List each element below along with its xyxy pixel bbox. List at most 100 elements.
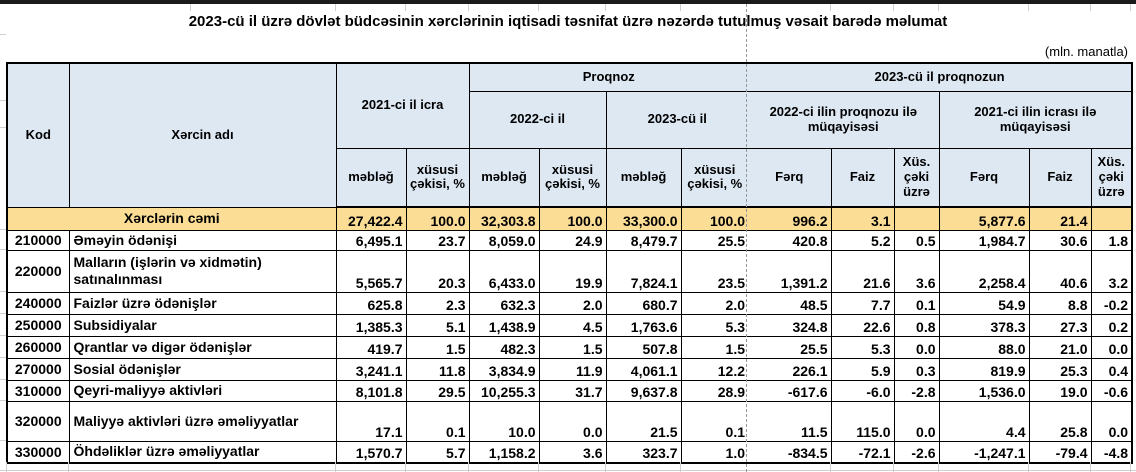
value-cell[interactable]: 1,158.2	[468, 440, 540, 464]
value-cell[interactable]: 2.0	[538, 291, 607, 315]
subheader-amount-2022[interactable]: məbləğ	[468, 147, 540, 208]
value-cell[interactable]: 7,824.1	[605, 249, 682, 293]
value-cell[interactable]: 0.1	[405, 400, 470, 442]
col-header-year-2023[interactable]: 2023-cü il	[605, 90, 749, 149]
value-cell[interactable]	[893, 206, 940, 231]
value-cell[interactable]: 21.0	[1028, 335, 1092, 359]
value-cell[interactable]: 1.0	[680, 440, 749, 464]
value-cell[interactable]: 33,300.0	[605, 206, 682, 231]
value-cell[interactable]: 1,385.3	[335, 313, 407, 337]
value-cell[interactable]: 3.6	[893, 249, 940, 293]
value-cell[interactable]: 1.5	[405, 335, 470, 359]
value-cell[interactable]: -72.1	[830, 440, 895, 464]
value-cell[interactable]: 625.8	[335, 291, 407, 315]
value-cell[interactable]: 8,479.7	[605, 229, 682, 251]
value-cell[interactable]	[1090, 206, 1133, 231]
value-cell[interactable]: 48.5	[748, 291, 832, 315]
subheader-share-2022[interactable]: xüsusi çəkisi, %	[538, 147, 607, 208]
name-cell[interactable]: Subsidiyalar	[68, 313, 337, 337]
value-cell[interactable]: 2.0	[680, 291, 749, 315]
value-cell[interactable]: 1,763.6	[605, 313, 682, 337]
value-cell[interactable]: 115.0	[830, 400, 895, 442]
value-cell[interactable]: 0.0	[538, 400, 607, 442]
value-cell[interactable]: 1,984.7	[938, 229, 1030, 251]
value-cell[interactable]: 23.7	[405, 229, 470, 251]
value-cell[interactable]: 6,433.0	[468, 249, 540, 293]
value-cell[interactable]: 17.1	[335, 400, 407, 442]
value-cell[interactable]: 2.3	[405, 291, 470, 315]
value-cell[interactable]: 507.8	[605, 335, 682, 359]
value-cell[interactable]: 100.0	[538, 206, 607, 231]
value-cell[interactable]: -0.6	[1090, 379, 1133, 402]
value-cell[interactable]: 1.5	[538, 335, 607, 359]
kod-cell[interactable]: 210000	[6, 229, 70, 251]
value-cell[interactable]: 100.0	[680, 206, 749, 231]
name-cell[interactable]: Faizlər üzrə ödənişlər	[68, 291, 337, 315]
value-cell[interactable]: 8,101.8	[335, 379, 407, 402]
value-cell[interactable]: 3.6	[538, 440, 607, 464]
name-cell[interactable]: Qeyri-maliyyə aktivləri	[68, 379, 337, 402]
value-cell[interactable]: 0.0	[1090, 335, 1133, 359]
col-header-proqnoz[interactable]: Proqnoz	[468, 62, 749, 92]
value-cell[interactable]: 27,422.4	[335, 206, 407, 231]
value-cell[interactable]: 5.3	[830, 335, 895, 359]
value-cell[interactable]: 19.9	[538, 249, 607, 293]
value-cell[interactable]: 19.0	[1028, 379, 1092, 402]
value-cell[interactable]: 0.0	[893, 400, 940, 442]
value-cell[interactable]: 20.3	[405, 249, 470, 293]
value-cell[interactable]: 5,877.6	[938, 206, 1030, 231]
value-cell[interactable]: 88.0	[938, 335, 1030, 359]
value-cell[interactable]: 12.2	[680, 357, 749, 381]
value-cell[interactable]: 324.8	[748, 313, 832, 337]
subheader-xus-ceki-2021[interactable]: Xüs. çəki üzrə	[1090, 147, 1133, 208]
value-cell[interactable]: 378.3	[938, 313, 1030, 337]
name-cell[interactable]: Sosial ödənişlər	[68, 357, 337, 381]
subheader-share-2021[interactable]: xüsusi çəkisi, %	[405, 147, 470, 208]
value-cell[interactable]: 0.1	[680, 400, 749, 442]
value-cell[interactable]: 632.3	[468, 291, 540, 315]
value-cell[interactable]: 54.9	[938, 291, 1030, 315]
value-cell[interactable]: 100.0	[405, 206, 470, 231]
value-cell[interactable]: 11.5	[748, 400, 832, 442]
value-cell[interactable]: 7.7	[830, 291, 895, 315]
name-cell[interactable]: Malların (işlərin və xidmətin) satınalın…	[68, 249, 337, 293]
value-cell[interactable]: 27.3	[1028, 313, 1092, 337]
value-cell[interactable]: 30.6	[1028, 229, 1092, 251]
kod-cell[interactable]: 330000	[6, 440, 70, 464]
value-cell[interactable]: 0.5	[893, 229, 940, 251]
value-cell[interactable]: 3,834.9	[468, 357, 540, 381]
col-header-cmp-2021[interactable]: 2021-ci ilin icrası ilə müqayisəsi	[938, 90, 1133, 149]
value-cell[interactable]: 29.5	[405, 379, 470, 402]
total-label-cell[interactable]: Xərclərin cəmi	[6, 206, 337, 231]
value-cell[interactable]: 323.7	[605, 440, 682, 464]
value-cell[interactable]: 23.5	[680, 249, 749, 293]
value-cell[interactable]: 21.6	[830, 249, 895, 293]
value-cell[interactable]: -6.0	[830, 379, 895, 402]
value-cell[interactable]: 5.2	[830, 229, 895, 251]
kod-cell[interactable]: 310000	[6, 379, 70, 402]
subheader-xus-ceki-2022[interactable]: Xüs. çəki üzrə	[893, 147, 940, 208]
value-cell[interactable]: 2,258.4	[938, 249, 1030, 293]
name-cell[interactable]: Öhdəliklər üzrə əməliyyatlar	[68, 440, 337, 464]
value-cell[interactable]: 8.8	[1028, 291, 1092, 315]
value-cell[interactable]: 0.0	[893, 335, 940, 359]
value-cell[interactable]: 22.6	[830, 313, 895, 337]
value-cell[interactable]: 11.8	[405, 357, 470, 381]
value-cell[interactable]: 1,391.2	[748, 249, 832, 293]
value-cell[interactable]: 21.5	[605, 400, 682, 442]
value-cell[interactable]: 25.5	[680, 229, 749, 251]
col-header-year-2022[interactable]: 2022-ci il	[468, 90, 607, 149]
value-cell[interactable]: -0.2	[1090, 291, 1133, 315]
value-cell[interactable]: 21.4	[1028, 206, 1092, 231]
name-cell[interactable]: Əməyin ödənişi	[68, 229, 337, 251]
col-header-kod[interactable]: Kod	[6, 62, 70, 208]
value-cell[interactable]: 25.3	[1028, 357, 1092, 381]
value-cell[interactable]: 1,570.7	[335, 440, 407, 464]
value-cell[interactable]: 996.2	[748, 206, 832, 231]
value-cell[interactable]: -617.6	[748, 379, 832, 402]
value-cell[interactable]: 3.1	[830, 206, 895, 231]
value-cell[interactable]: 5,565.7	[335, 249, 407, 293]
value-cell[interactable]: 24.9	[538, 229, 607, 251]
value-cell[interactable]: 6,495.1	[335, 229, 407, 251]
value-cell[interactable]: -79.4	[1028, 440, 1092, 464]
